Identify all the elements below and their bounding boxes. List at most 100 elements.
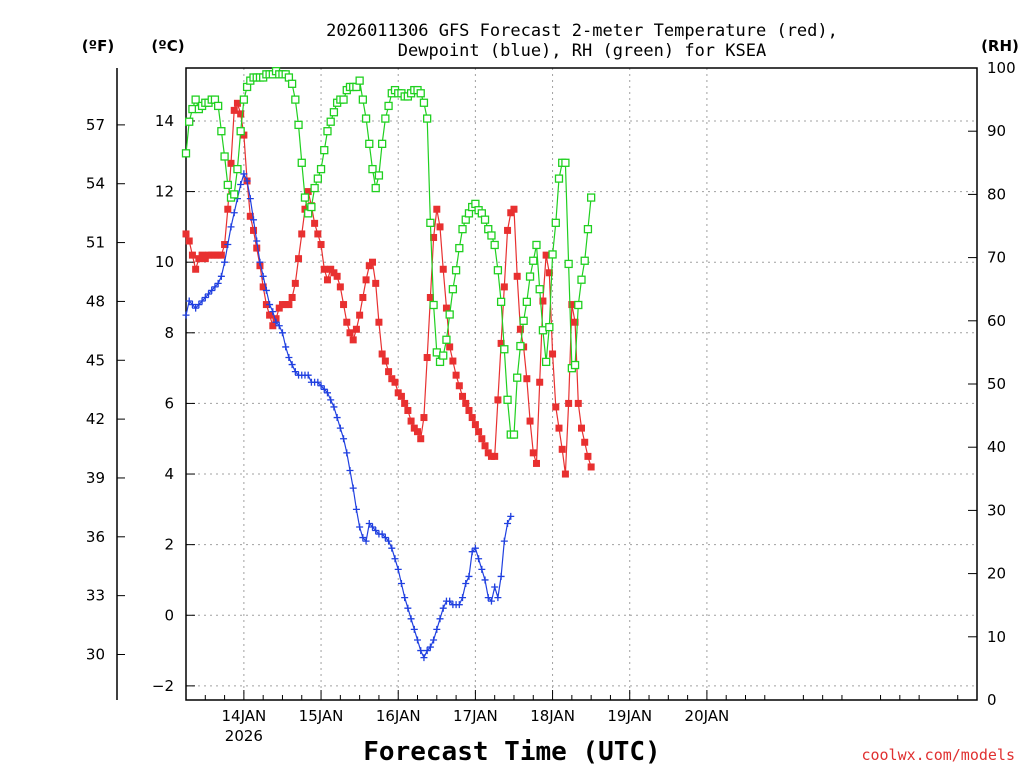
rh-tick-label: 70	[987, 249, 1006, 267]
temperature-point	[587, 463, 595, 471]
x-tick-label: 17JAN	[453, 707, 498, 725]
dewpoint-point	[401, 594, 409, 602]
dewpoint-point	[478, 565, 486, 573]
dewpoint-point	[304, 371, 312, 379]
temperature-point	[385, 368, 393, 376]
temperature-point	[401, 399, 409, 407]
temperature-point	[452, 371, 460, 379]
dewpoint-point	[381, 534, 389, 542]
dewpoint-point	[468, 548, 476, 556]
temperature-point	[352, 325, 360, 333]
series-0	[182, 99, 595, 478]
rh-tick-label: 10	[987, 628, 1006, 646]
dewpoint-point	[240, 170, 248, 178]
celsius-tick-label: 12	[155, 183, 174, 201]
dewpoint-point	[394, 565, 402, 573]
celsius-tick-label: 10	[155, 253, 174, 271]
temperature-point	[581, 438, 589, 446]
rh-point	[371, 183, 380, 193]
dewpoint-point	[269, 308, 277, 316]
temperature-point	[291, 279, 299, 287]
rh-point	[586, 193, 596, 202]
rh-point	[429, 300, 438, 310]
dewpoint-point	[195, 301, 203, 309]
rh-point	[554, 174, 564, 183]
dewpoint-point	[250, 216, 258, 224]
rh-point	[313, 174, 322, 183]
dewpoint-point	[320, 385, 328, 393]
dewpoint-point	[385, 537, 393, 545]
temperature-point	[507, 209, 515, 217]
dewpoint-point	[340, 435, 348, 443]
fahrenheit-tick-label: 57	[86, 116, 105, 134]
temperature-point	[266, 311, 274, 319]
rh-point	[384, 101, 393, 111]
dewpoint-point	[224, 241, 232, 249]
temperature-point	[391, 378, 399, 386]
rh-point	[458, 225, 467, 234]
temperature-point	[195, 255, 203, 263]
rh-point	[480, 215, 490, 224]
rh-point	[307, 202, 316, 212]
rh-point	[516, 341, 525, 351]
dewpoint-point	[227, 223, 235, 231]
dewpoint-point	[378, 530, 386, 538]
temperature-point	[314, 230, 322, 238]
dewpoint-point	[188, 301, 196, 309]
fahrenheit-tick-label: 51	[86, 234, 105, 252]
series-2	[181, 67, 596, 439]
dewpoint-point	[253, 237, 261, 245]
temperature-point	[359, 293, 367, 301]
rh-point	[236, 127, 245, 136]
dewpoint-point	[262, 286, 270, 294]
rh-point	[496, 297, 506, 306]
celsius-tick-label: 4	[164, 465, 174, 483]
celsius-tick-label: 8	[164, 324, 174, 342]
dewpoint-point	[330, 403, 338, 411]
rh-point	[561, 158, 570, 167]
fahrenheit-tick-label: 45	[86, 351, 105, 369]
rh-tick-label: 20	[987, 565, 1006, 583]
temperature-point	[465, 406, 473, 414]
x-axis-label: Forecast Time (UTC)	[363, 737, 660, 767]
temperature-point	[417, 435, 425, 443]
temperature-point	[497, 339, 505, 347]
dewpoint-point	[282, 343, 290, 351]
dewpoint-point	[423, 647, 431, 655]
temperature-point	[436, 223, 444, 231]
rh-point	[519, 316, 528, 325]
temperature-point	[295, 255, 303, 263]
temperature-point	[561, 470, 569, 478]
rh-point	[191, 95, 200, 104]
temperature-point	[269, 322, 277, 330]
rh-point	[300, 193, 310, 202]
credit-text: coolwx.com/models	[861, 746, 1015, 764]
temperature-point	[536, 378, 544, 386]
fahrenheit-tick-label: 42	[86, 410, 105, 428]
temperature-point	[227, 159, 235, 167]
rh-tick-label: 90	[987, 122, 1006, 140]
dewpoint-point	[201, 293, 209, 301]
temperature-point	[285, 301, 293, 309]
temperature-point	[198, 251, 206, 259]
temperature-point	[442, 304, 450, 312]
dewpoint-point	[404, 604, 412, 612]
temperature-point	[446, 343, 454, 351]
temperature-point	[523, 375, 531, 383]
dewpoint-point	[185, 297, 193, 305]
temperature-point	[529, 449, 537, 457]
rh-point	[220, 152, 229, 161]
dewpoint-point	[368, 523, 376, 531]
fahrenheit-tick-label: 33	[86, 587, 105, 605]
temperature-point	[185, 237, 193, 245]
rh-point	[532, 240, 541, 250]
fahrenheit-tick-label: 39	[86, 469, 105, 487]
temperature-point	[394, 389, 402, 397]
rh-point	[541, 357, 551, 367]
dewpoint-point	[414, 636, 422, 644]
rh-point	[445, 310, 454, 319]
dewpoint-point	[507, 512, 515, 520]
rh-point	[329, 108, 339, 117]
temperature-point	[259, 283, 267, 291]
dewpoint-point	[500, 537, 508, 545]
